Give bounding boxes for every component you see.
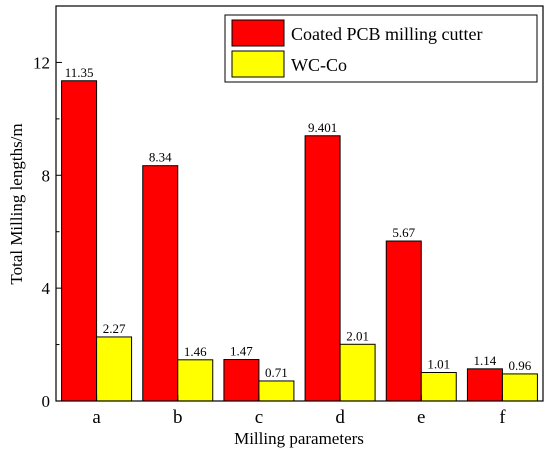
x-axis-title: Milling parameters <box>234 429 364 448</box>
y-axis-title: Total Milling lengths/m <box>7 123 26 284</box>
value-label-c-wcco: 0.71 <box>265 365 288 380</box>
legend-label-wcco: WC-Co <box>291 55 347 75</box>
value-labels-layer: 11.35 2.27 8.34 1.46 1.47 0.71 9.401 2.01 5.67 1.… <box>65 65 532 380</box>
bar-e-wcco <box>420 372 457 402</box>
legend-swatch-wcco <box>231 50 285 78</box>
bar-f-wcco <box>501 373 538 402</box>
value-label-a-coated: 11.35 <box>65 65 94 80</box>
x-axis-ticks: a b c d e f <box>92 395 506 428</box>
x-tick-label-d: d <box>335 407 345 428</box>
bar-d-coated <box>304 135 341 402</box>
value-label-e-wcco: 1.01 <box>427 357 450 372</box>
bar-d-wcco <box>339 343 376 402</box>
bars-layer <box>61 80 538 402</box>
value-label-f-wcco: 0.96 <box>509 358 532 373</box>
x-tick-label-a: a <box>92 407 101 428</box>
y-axis-ticks: 0 4 8 12 <box>33 5 62 411</box>
bar-f-coated <box>466 368 503 402</box>
value-label-b-wcco: 1.46 <box>184 344 207 359</box>
value-label-d-coated: 9.401 <box>308 120 337 135</box>
y-tick-label-12: 12 <box>33 53 50 72</box>
bar-c-wcco <box>258 380 295 402</box>
value-label-a-wcco: 2.27 <box>103 321 126 336</box>
bar-b-coated <box>142 165 179 402</box>
x-tick-label-f: f <box>499 407 506 428</box>
bar-a-coated <box>61 80 98 402</box>
plot-frame <box>55 5 544 402</box>
value-label-e-coated: 5.67 <box>392 225 415 240</box>
bar-a-wcco <box>96 336 133 402</box>
legend-label-coated: Coated PCB milling cutter <box>291 24 483 44</box>
y-tick-label-8: 8 <box>42 166 51 185</box>
value-label-c-coated: 1.47 <box>230 344 253 359</box>
y-tick-label-0: 0 <box>42 392 51 411</box>
value-label-d-wcco: 2.01 <box>346 328 369 343</box>
y-tick-label-4: 4 <box>42 279 51 298</box>
x-tick-label-e: e <box>417 407 425 428</box>
x-tick-label-b: b <box>173 407 183 428</box>
value-label-b-coated: 8.34 <box>149 150 172 165</box>
value-label-f-coated: 1.14 <box>474 353 497 368</box>
x-tick-label-c: c <box>255 407 263 428</box>
legend-swatch-coated <box>231 19 285 47</box>
bar-b-wcco <box>177 359 214 402</box>
legend: Coated PCB milling cutter WC-Co <box>224 14 538 83</box>
bar-e-coated <box>385 240 422 402</box>
bar-c-coated <box>223 359 260 402</box>
